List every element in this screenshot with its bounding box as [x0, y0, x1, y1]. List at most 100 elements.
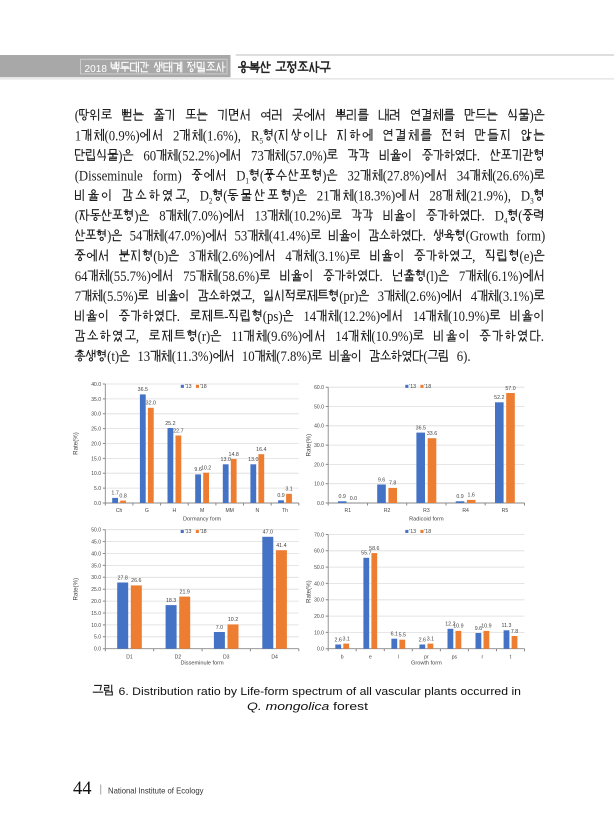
svg-text:): ): [107, 229, 111, 245]
svg-text:r: r: [482, 654, 484, 660]
svg-text:5.5: 5.5: [399, 633, 406, 639]
svg-text:22.7: 22.7: [173, 428, 183, 434]
svg-text:64: 64: [75, 269, 88, 285]
svg-text:21.9: 21.9: [180, 589, 190, 595]
svg-text:(10.9%): (10.9%): [371, 329, 412, 345]
svg-text:N: N: [255, 508, 259, 514]
svg-text:45.0: 45.0: [91, 540, 101, 546]
svg-text:60.0: 60.0: [314, 385, 324, 391]
svg-text:(pr): (pr): [339, 289, 358, 305]
svg-text:4: 4: [504, 216, 508, 226]
svg-text:(11.3%): (11.3%): [172, 349, 213, 365]
svg-text:'18: '18: [200, 384, 207, 390]
svg-text:6).: 6).: [457, 349, 471, 365]
svg-text:33.6: 33.6: [427, 431, 437, 437]
svg-text:pr: pr: [424, 654, 429, 660]
svg-text:Dormancy form: Dormancy form: [183, 516, 222, 522]
svg-text:t: t: [510, 654, 512, 660]
svg-text:27.8: 27.8: [118, 575, 128, 581]
svg-text:13: 13: [255, 209, 268, 225]
svg-text:10.0: 10.0: [314, 482, 324, 488]
svg-text:4: 4: [471, 289, 478, 305]
svg-text:MM: MM: [225, 508, 234, 514]
svg-text:73: 73: [251, 148, 264, 164]
svg-text:40.0: 40.0: [314, 581, 324, 587]
svg-text:14.8: 14.8: [229, 452, 239, 458]
svg-text:5.0: 5.0: [94, 486, 101, 492]
svg-text:(57.0%): (57.0%): [286, 148, 327, 164]
svg-text:Th: Th: [282, 508, 288, 514]
svg-text:20.0: 20.0: [91, 441, 101, 447]
svg-text:(b): (b): [153, 249, 168, 265]
svg-text:13.0: 13.0: [248, 457, 258, 463]
svg-text:3: 3: [530, 196, 534, 206]
svg-text:10.0: 10.0: [314, 630, 324, 636]
svg-text:4: 4: [285, 249, 292, 265]
svg-text:6. Distribution ratio by Life-: 6. Distribution ratio by Life-form spect…: [119, 686, 522, 698]
svg-text:'13: '13: [185, 529, 192, 535]
svg-text:'13: '13: [185, 384, 192, 390]
svg-text:D: D: [200, 189, 209, 205]
svg-text:60: 60: [143, 148, 156, 164]
svg-text:(1.6%),: (1.6%),: [203, 128, 241, 144]
svg-text:National Institute of Ecology: National Institute of Ecology: [108, 786, 204, 796]
svg-text:54: 54: [130, 229, 143, 245]
svg-text:0.0: 0.0: [317, 647, 324, 653]
svg-text:5.0: 5.0: [94, 635, 101, 641]
svg-text:6.1: 6.1: [391, 632, 398, 638]
svg-text:0.0: 0.0: [94, 501, 101, 507]
svg-text:e: e: [369, 654, 372, 660]
svg-text:'13: '13: [409, 384, 416, 390]
svg-text:R5: R5: [502, 508, 509, 514]
svg-text:9.6: 9.6: [378, 477, 385, 483]
svg-text:7: 7: [75, 289, 82, 305]
svg-text:Rate(%): Rate(%): [72, 432, 79, 455]
svg-text:R1: R1: [345, 508, 352, 514]
svg-text:58.6: 58.6: [369, 546, 379, 552]
svg-text:(26.6%): (26.6%): [492, 168, 533, 184]
svg-text:36.5: 36.5: [138, 387, 148, 393]
svg-text:(r): (r): [198, 329, 211, 345]
svg-text:(: (: [274, 128, 278, 144]
svg-text:Rate(%): Rate(%): [72, 578, 79, 601]
svg-text:Rate(%): Rate(%): [306, 580, 313, 603]
svg-text:,: ,: [136, 329, 139, 345]
svg-text:(21.9%),: (21.9%),: [466, 189, 511, 205]
svg-text:M: M: [200, 508, 204, 514]
svg-text:ps: ps: [452, 654, 458, 660]
svg-text:36.5: 36.5: [416, 425, 426, 431]
svg-text:(41.4%): (41.4%): [269, 229, 310, 245]
svg-text:'18: '18: [424, 529, 431, 535]
svg-text:15.0: 15.0: [91, 456, 101, 462]
svg-text:D: D: [521, 189, 530, 205]
svg-text:40.0: 40.0: [314, 424, 324, 430]
svg-text:,: ,: [472, 249, 475, 265]
svg-text:12.2: 12.2: [445, 622, 455, 628]
svg-text:(5.5%): (5.5%): [103, 289, 138, 305]
svg-text:l: l: [398, 654, 399, 660]
svg-text:R3: R3: [423, 508, 430, 514]
svg-text:50.0: 50.0: [314, 404, 324, 410]
svg-text:10.2: 10.2: [228, 617, 238, 623]
svg-text:0.9: 0.9: [456, 494, 463, 500]
svg-text:14: 14: [303, 309, 316, 325]
svg-text:(7.0%): (7.0%): [188, 209, 223, 225]
svg-text:32: 32: [347, 168, 360, 184]
svg-text:41.4: 41.4: [276, 543, 286, 549]
svg-text:(l): (l): [426, 269, 438, 285]
svg-text:9.6: 9.6: [475, 626, 482, 632]
svg-text:(: (: [518, 209, 522, 225]
svg-text:D3: D3: [223, 654, 230, 660]
svg-text:.: .: [541, 329, 544, 345]
svg-text:(9.6%): (9.6%): [267, 329, 302, 345]
svg-text:3.1: 3.1: [285, 487, 292, 493]
svg-text:3.1: 3.1: [343, 636, 350, 642]
svg-text:Rate(%): Rate(%): [306, 434, 313, 457]
svg-text:3: 3: [378, 289, 384, 305]
svg-text:Disseminule form: Disseminule form: [180, 661, 224, 667]
svg-text:50.0: 50.0: [314, 565, 324, 571]
svg-text:28: 28: [429, 189, 442, 205]
svg-text:44: 44: [73, 779, 92, 799]
svg-text:21: 21: [317, 189, 330, 205]
svg-text:35.0: 35.0: [91, 397, 101, 403]
